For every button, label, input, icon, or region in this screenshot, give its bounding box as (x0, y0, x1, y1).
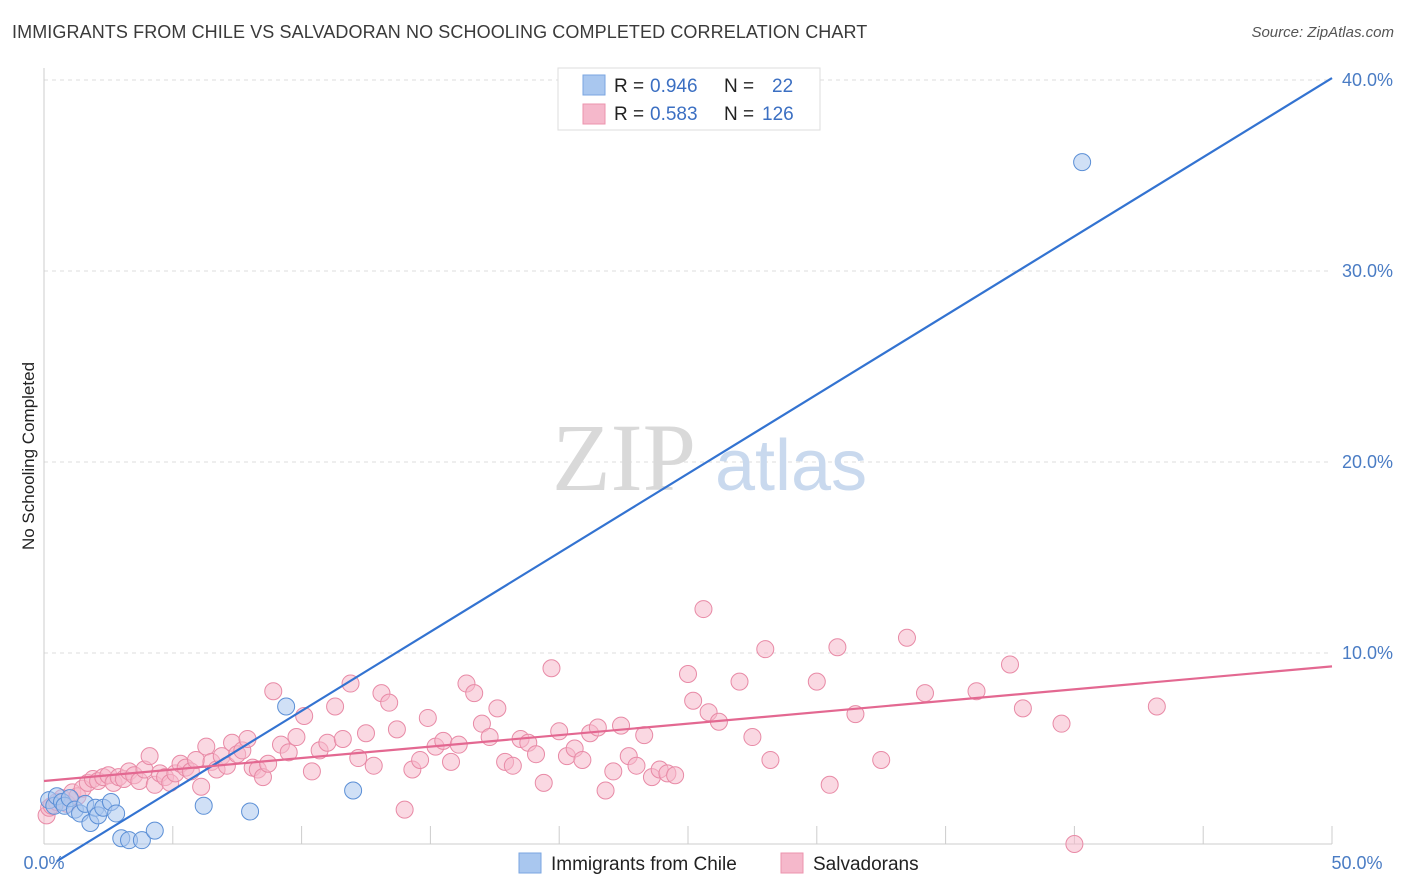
point-salvadorans-109 (828, 638, 847, 657)
point-salvadorans-108 (820, 775, 839, 794)
point-salvadorans-99 (684, 691, 703, 710)
point-salvadorans-113 (915, 684, 934, 703)
x-tick-label-min: 0.0% (23, 853, 64, 873)
legend-n-label-chile: N = (724, 76, 754, 97)
point-salvadorans-53 (326, 697, 345, 716)
point-salvadorans-73 (480, 728, 499, 747)
watermark-zip: ZIP (552, 404, 696, 511)
point-salvadorans-64 (411, 750, 430, 769)
chart-source: Source: ZipAtlas.com (1251, 24, 1394, 41)
bottom-legend: Immigrants from Chile Salvadorans (518, 852, 919, 875)
y-tick-labels: 10.0% 20.0% 30.0% 40.0% (1342, 70, 1393, 663)
legend-swatch-salvadorans (582, 103, 606, 125)
point-salvadorans-71 (465, 684, 484, 703)
y-tick-label-20: 20.0% (1342, 452, 1393, 472)
grid-lines (44, 79, 1332, 654)
point-salvadorans-118 (1147, 697, 1166, 716)
bottom-legend-swatch-chile (518, 852, 542, 874)
point-salvadorans-115 (1001, 655, 1019, 674)
point-salvadorans-87 (588, 718, 607, 737)
point-salvadorans-81 (542, 659, 561, 678)
y-tick-label-30: 30.0% (1342, 261, 1393, 281)
trend-line-chile (56, 77, 1333, 863)
bottom-legend-label-salvadorans: Salvadorans (813, 854, 919, 875)
legend-n-value-chile: 22 (772, 76, 793, 97)
point-salvadorans-31 (192, 777, 211, 796)
legend-n-value-salvadorans: 126 (762, 104, 794, 125)
point-salvadorans-98 (679, 665, 697, 684)
point-salvadorans-100 (694, 600, 713, 619)
point-salvadorans-68 (442, 752, 461, 771)
legend-swatch-chile (582, 74, 606, 96)
x-ticks (172, 826, 1333, 844)
point-salvadorans-62 (395, 800, 414, 819)
point-chile-19 (194, 796, 213, 815)
point-salvadorans-104 (743, 728, 762, 747)
y-tick-label-10: 10.0% (1342, 643, 1393, 663)
point-salvadorans-65 (418, 708, 437, 727)
point-salvadorans-76 (503, 756, 522, 775)
point-salvadorans-85 (573, 750, 592, 769)
point-salvadorans-79 (527, 745, 546, 764)
watermark-atlas: atlas (715, 426, 867, 506)
point-salvadorans-106 (756, 640, 775, 659)
point-salvadorans-21 (140, 747, 159, 766)
point-chile-21 (277, 697, 296, 716)
point-salvadorans-47 (279, 743, 298, 762)
legend-r-label-salvadorans: R = (614, 104, 644, 125)
point-salvadorans-92 (627, 756, 646, 775)
y-axis-title: No Schooling Completed (19, 362, 38, 550)
point-salvadorans-44 (259, 754, 278, 773)
point-salvadorans-111 (872, 750, 891, 769)
point-salvadorans-107 (807, 672, 826, 691)
chart-title: IMMIGRANTS FROM CHILE VS SALVADORAN NO S… (12, 22, 868, 42)
point-salvadorans-74 (488, 699, 507, 718)
trend-line-salvadorans (43, 665, 1333, 783)
series-chile-points (40, 153, 1092, 850)
legend-r-value-chile: 0.946 (650, 76, 698, 97)
point-salvadorans-105 (761, 750, 780, 769)
legend-n-label-salvadorans: N = (724, 104, 754, 125)
point-chile-23 (1073, 153, 1092, 172)
point-salvadorans-52 (318, 733, 337, 752)
point-salvadorans-60 (380, 693, 399, 712)
point-salvadorans-117 (1052, 714, 1071, 733)
y-tick-label-40: 40.0% (1342, 70, 1393, 90)
point-salvadorans-97 (666, 766, 685, 785)
legend-r-label-chile: R = (614, 76, 644, 97)
point-salvadorans-32 (197, 737, 216, 756)
point-salvadorans-61 (387, 720, 406, 739)
point-salvadorans-45 (264, 682, 283, 701)
point-salvadorans-90 (612, 716, 631, 735)
point-salvadorans-57 (357, 724, 375, 743)
point-salvadorans-58 (364, 756, 383, 775)
point-salvadorans-82 (550, 722, 569, 741)
legend-r-value-salvadorans: 0.583 (650, 104, 698, 125)
bottom-legend-label-chile: Immigrants from Chile (551, 854, 737, 875)
point-salvadorans-72 (472, 714, 491, 733)
point-salvadorans-89 (604, 762, 623, 781)
point-salvadorans-88 (596, 781, 615, 800)
point-salvadorans-54 (333, 729, 352, 748)
point-salvadorans-114 (967, 682, 986, 701)
x-tick-label-max: 50.0% (1331, 853, 1382, 873)
point-salvadorans-112 (897, 628, 916, 647)
legend: R = 0.946 N = 22 R = 0.583 N = 126 (557, 67, 821, 131)
point-salvadorans-119 (1065, 835, 1084, 853)
point-salvadorans-50 (302, 762, 321, 781)
point-chile-20 (241, 802, 260, 821)
series-salvadorans-points (37, 600, 1166, 853)
point-salvadorans-103 (730, 672, 749, 691)
point-chile-18 (145, 821, 164, 840)
point-salvadorans-48 (287, 728, 306, 747)
bottom-legend-swatch-salvadorans (780, 852, 804, 874)
trend-lines (43, 77, 1333, 863)
point-salvadorans-80 (534, 773, 553, 792)
point-salvadorans-116 (1013, 699, 1032, 718)
point-chile-17 (132, 831, 151, 850)
point-chile-22 (344, 781, 363, 800)
point-chile-14 (107, 804, 126, 823)
